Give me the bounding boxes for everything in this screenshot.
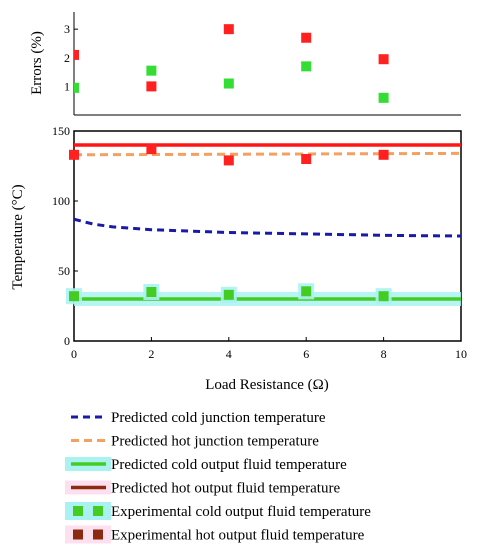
experimental-hot-point — [378, 149, 389, 160]
legend-label: Predicted cold output fluid temperature — [111, 457, 347, 473]
temperature-x-tick-label: 0 — [71, 347, 77, 361]
temperature-y-ticks: 0 50 100 150 — [52, 124, 78, 348]
legend-swatch-marker — [73, 529, 83, 540]
series-lines — [74, 143, 461, 301]
legend-label: Predicted hot output fluid temperature — [111, 481, 340, 497]
errors-y-label: Errors (%) — [29, 31, 45, 95]
legend-swatch-marker — [73, 506, 83, 516]
errors-point — [378, 92, 389, 103]
series-line-1 — [74, 151, 461, 157]
series-points — [66, 144, 392, 305]
errors-points — [74, 24, 389, 103]
experimental-hot-point — [69, 149, 79, 160]
legend-item: Experimental cold output fluid temperatu… — [65, 502, 371, 520]
errors-point — [223, 78, 234, 89]
experimental-hot-point — [146, 144, 157, 155]
errors-point — [74, 82, 79, 93]
errors-point — [74, 49, 79, 60]
legend-label: Predicted hot junction temperature — [111, 434, 319, 450]
temperature-x-label: Load Resistance (Ω) — [205, 377, 329, 393]
errors-point — [301, 61, 312, 72]
errors-point — [301, 32, 312, 43]
temperature-y-label: Temperature (°C) — [10, 184, 26, 289]
legend-label: Experimental cold output fluid temperatu… — [111, 504, 371, 520]
temperature-x-ticks: 0 2 4 6 8 10 — [71, 337, 467, 361]
errors-y-tick-label: 3 — [64, 22, 70, 36]
errors-point — [378, 54, 389, 65]
legend-label: Predicted cold junction temperature — [111, 410, 326, 426]
legend: Predicted cold junction temperature Predi… — [65, 410, 371, 544]
temperature-x-tick-label: 2 — [148, 347, 154, 361]
temperature-x-tick-label: 6 — [303, 347, 309, 361]
temperature-y-tick-label: 100 — [52, 194, 70, 208]
errors-point — [146, 81, 157, 92]
legend-item: Predicted cold output fluid temperature — [65, 457, 347, 473]
legend-label: Experimental hot output fluid temperatur… — [111, 528, 365, 544]
errors-point — [146, 65, 157, 76]
errors-panel: Errors (%) 1 2 3 — [29, 12, 461, 116]
experimental-cold-point — [69, 291, 79, 302]
errors-y-tick-label: 1 — [64, 79, 70, 93]
series-line-0 — [74, 217, 461, 238]
experimental-hot-point — [223, 155, 234, 166]
errors-point — [223, 24, 234, 35]
errors-y-tick-label: 2 — [64, 51, 70, 65]
temperature-y-tick-label: 50 — [58, 264, 70, 278]
temperature-y-tick-label: 0 — [64, 334, 70, 348]
legend-swatch-glow — [65, 525, 111, 544]
legend-item: Experimental hot output fluid temperatur… — [65, 525, 365, 544]
temperature-x-tick-label: 8 — [381, 347, 387, 361]
legend-item: Predicted hot output fluid temperature — [65, 480, 340, 497]
temperature-x-tick-label: 4 — [226, 347, 232, 361]
legend-item: Predicted hot junction temperature — [71, 434, 319, 450]
legend-swatch-marker — [93, 529, 103, 540]
experimental-cold-point — [301, 286, 312, 297]
experimental-cold-point — [223, 289, 234, 300]
temperature-panel: 0 50 100 150 0 2 4 6 8 10 Temperature (°C) Load … — [10, 124, 467, 393]
legend-swatch-glow — [65, 502, 111, 520]
legend-swatch-marker — [93, 506, 103, 516]
experimental-hot-point — [301, 154, 312, 164]
experimental-cold-point — [378, 291, 389, 302]
experimental-cold-point — [146, 287, 157, 297]
legend-item: Predicted cold junction temperature — [71, 410, 326, 426]
temperature-y-tick-label: 150 — [52, 124, 70, 138]
temperature-x-tick-label: 10 — [455, 347, 467, 361]
